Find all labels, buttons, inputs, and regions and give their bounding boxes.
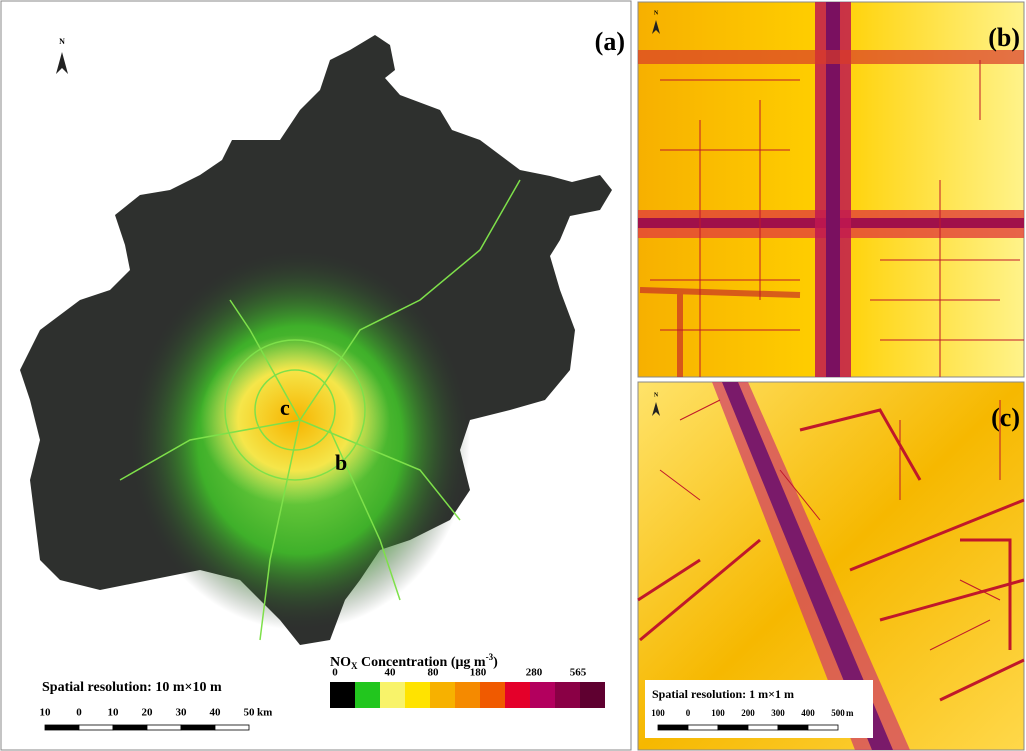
legend-swatch — [530, 682, 555, 708]
scale-segment — [777, 724, 809, 731]
scale-label: 100 — [651, 708, 665, 718]
scale-label: 0 — [76, 707, 82, 719]
urban-core — [200, 335, 390, 505]
panel-label: (a) — [595, 27, 625, 56]
legend-swatch — [580, 682, 605, 708]
legend-swatch — [330, 682, 355, 708]
scale-label: 500 — [831, 708, 845, 718]
scale-segment — [687, 724, 719, 731]
legend-swatch — [480, 682, 505, 708]
scale-label: 400 — [801, 708, 815, 718]
panel-b: N (b) — [637, 1, 1025, 378]
scale-label: 0 — [686, 708, 691, 718]
scale-segment — [146, 724, 182, 731]
resolution-text: Spatial resolution: 1 m×1 m — [652, 687, 794, 701]
color-legend: 0 40 80 180 280 565 — [330, 667, 605, 708]
legend-title-part: Concentration (μg m — [358, 655, 486, 670]
legend-swatch — [430, 682, 455, 708]
place-label: c — [280, 395, 290, 420]
north-label: N — [654, 392, 659, 398]
scale-segment — [78, 724, 114, 731]
legend-tick-label: 565 — [570, 667, 587, 679]
scale-segment — [717, 724, 749, 731]
legend-swatch — [405, 682, 430, 708]
north-arrow: N — [56, 37, 68, 74]
legend-swatch — [555, 682, 580, 708]
legend-tick-label: 180 — [470, 667, 487, 679]
legend-tick-label: 80 — [428, 667, 440, 679]
scale-label: 10 — [40, 707, 52, 719]
legend-title-part: NO — [330, 655, 351, 670]
road-network — [119, 179, 521, 641]
legend-swatch — [455, 682, 480, 708]
scale-bar: 100 0 100 200 300 400 500 m — [651, 708, 854, 731]
scale-segment — [112, 724, 148, 731]
scale-segment — [657, 724, 689, 731]
north-label: N — [59, 37, 65, 46]
scale-segment — [807, 724, 839, 731]
legend-swatch — [380, 682, 405, 708]
place-label: b — [335, 450, 347, 475]
scale-bar: 10 0 10 20 30 40 50 km — [40, 707, 272, 731]
legend-title-part: X — [351, 661, 358, 671]
scale-unit: m — [846, 708, 854, 718]
scale-unit: km — [257, 707, 272, 719]
scale-label: 20 — [142, 707, 154, 719]
scale-label: 100 — [711, 708, 725, 718]
legend-tick-label: 0 — [332, 667, 338, 679]
scale-label: 300 — [771, 708, 785, 718]
legend-swatch — [505, 682, 530, 708]
scale-label: 10 — [108, 707, 120, 719]
legend-title-part: -3 — [486, 652, 494, 662]
scale-label: 30 — [176, 707, 188, 719]
legend-title: NOX Concentration (μg m-3) — [330, 652, 498, 671]
panel-label: (b) — [988, 23, 1020, 52]
scale-segment — [180, 724, 216, 731]
scale-label: 200 — [741, 708, 755, 718]
legend-tick-label: 40 — [385, 667, 397, 679]
scale-segment — [214, 724, 250, 731]
legend-tick-label: 280 — [526, 667, 543, 679]
scale-segment — [747, 724, 779, 731]
north-label: N — [654, 10, 659, 16]
panel-label: (c) — [991, 403, 1020, 432]
legend-title-part: ) — [493, 655, 498, 670]
panel-c: N (c) Spatial resolution: 1 m×1 m 100 0 10… — [637, 381, 1025, 751]
resolution-text: Spatial resolution: 10 m×10 m — [42, 680, 222, 695]
scale-segment — [44, 724, 80, 731]
legend-swatch — [355, 682, 380, 708]
scale-label: 40 — [210, 707, 222, 719]
scale-label: 50 — [244, 707, 256, 719]
